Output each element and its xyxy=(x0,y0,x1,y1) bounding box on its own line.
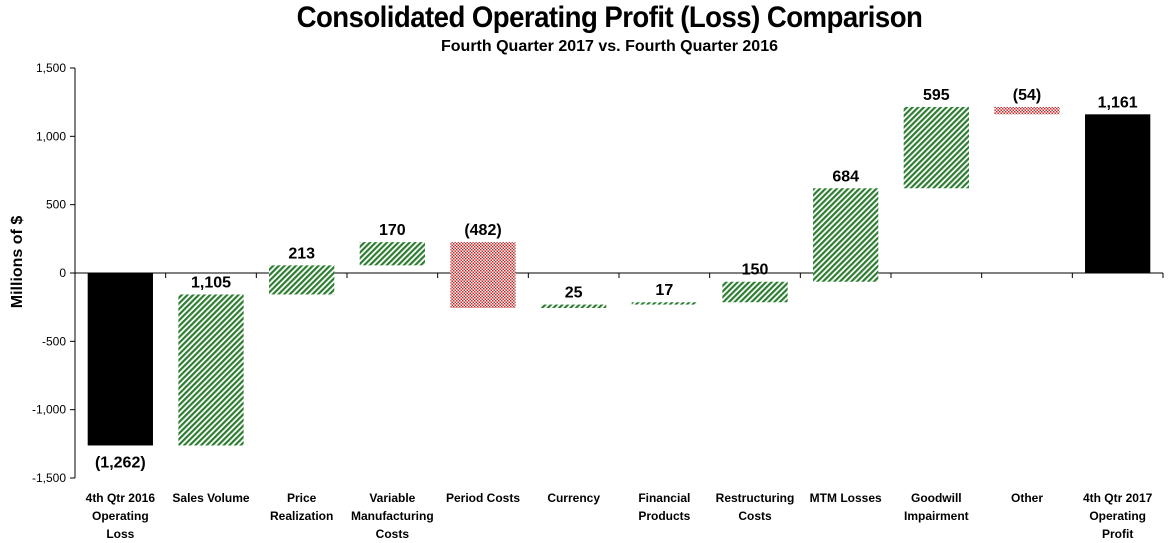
labels-group: (1,262) 4th Qtr 2016 Operating Loss 1,105 Sal… xyxy=(86,87,1153,541)
y-tick-label: 500 xyxy=(46,198,66,212)
y-tick-label: -500 xyxy=(42,334,66,348)
bar-increase xyxy=(722,281,788,303)
bar-increase xyxy=(813,188,879,282)
bar-total xyxy=(87,273,153,446)
data-label: 170 xyxy=(379,222,406,239)
x-tick-label: Currency xyxy=(547,491,600,505)
data-label: 17 xyxy=(655,282,673,299)
data-label: 1,161 xyxy=(1098,94,1138,111)
x-tick-label: Financial Products xyxy=(638,491,690,523)
data-label: 150 xyxy=(742,262,769,279)
bar-decrease xyxy=(450,242,516,308)
x-tick-label: Restructuring Costs xyxy=(716,491,795,523)
data-label: 595 xyxy=(923,87,950,104)
y-tick-label: 0 xyxy=(59,266,66,280)
x-tick-label: Goodwill Impairment xyxy=(904,491,969,523)
x-tick-label: MTM Losses xyxy=(810,491,882,505)
bar-increase xyxy=(359,242,425,266)
y-tick-label: 1,000 xyxy=(36,129,66,143)
chart-title: Consolidated Operating Profit (Loss) Com… xyxy=(296,1,923,34)
data-label: 213 xyxy=(288,245,315,262)
data-label: (54) xyxy=(1013,87,1041,104)
x-tick-label: Period Costs xyxy=(446,491,520,505)
bar-increase xyxy=(631,302,697,305)
data-label: (1,262) xyxy=(95,454,146,471)
bar-increase xyxy=(541,304,607,308)
y-tick-label: -1,000 xyxy=(32,403,66,417)
data-label: 1,105 xyxy=(191,274,231,291)
axes: 1,500 1,000 500 0 -500 -1,000 -1,500 xyxy=(32,61,1164,485)
x-tick-label: Other xyxy=(1011,491,1043,505)
chart-subtitle: Fourth Quarter 2017 vs. Fourth Quarter 2… xyxy=(441,38,778,55)
y-tick-label: -1,500 xyxy=(32,471,66,485)
x-tick-label: Variable Manufacturing Costs xyxy=(351,491,434,541)
y-axis-label: Millions of $ xyxy=(9,216,26,309)
bar-increase xyxy=(903,106,969,189)
data-label: 25 xyxy=(565,285,583,302)
x-tick-label: 4th Qtr 2016 Operating Loss xyxy=(86,491,156,541)
bars-group xyxy=(87,106,1151,446)
data-label: (482) xyxy=(464,222,501,239)
bar-decrease xyxy=(994,106,1060,115)
x-tick-label: 4th Qtr 2017 Operating Profit xyxy=(1083,491,1153,541)
x-tick-label: Price Realization xyxy=(270,491,333,523)
bar-increase xyxy=(269,265,335,295)
data-label: 684 xyxy=(832,168,859,185)
bar-increase xyxy=(178,294,244,446)
x-tick-label: Sales Volume xyxy=(172,491,249,505)
y-tick-label: 1,500 xyxy=(36,61,66,75)
bar-total xyxy=(1085,114,1151,273)
